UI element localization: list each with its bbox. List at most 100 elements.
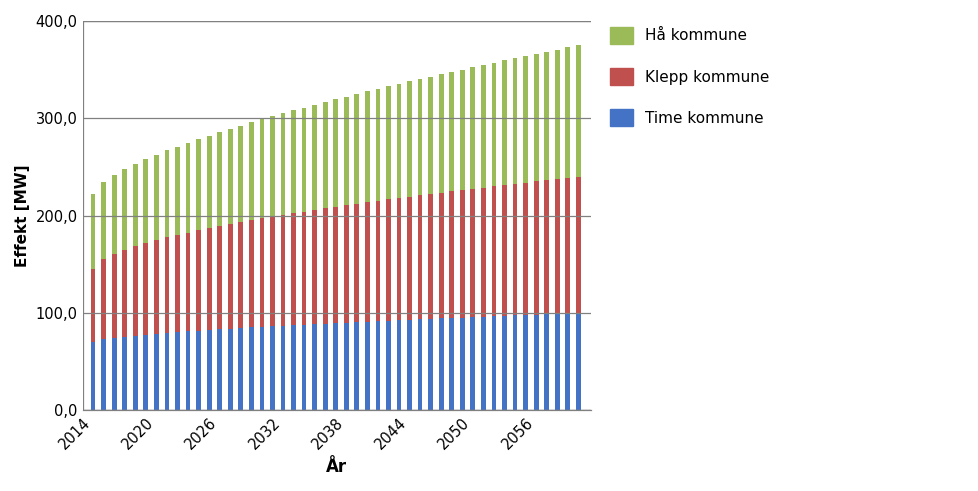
Bar — [290, 325, 295, 410]
Bar — [259, 119, 264, 218]
Bar — [323, 102, 328, 208]
Bar — [281, 215, 285, 326]
Bar — [133, 335, 138, 410]
Bar — [281, 113, 285, 215]
Bar — [512, 184, 517, 315]
Bar — [217, 329, 222, 410]
Bar — [154, 240, 158, 334]
Bar — [460, 318, 465, 410]
Bar — [407, 320, 412, 410]
Bar — [365, 202, 370, 322]
Bar — [480, 317, 485, 410]
Bar — [91, 269, 96, 342]
Bar — [502, 185, 507, 316]
Bar — [438, 74, 443, 192]
Bar — [449, 318, 454, 410]
Bar — [111, 338, 116, 410]
Bar — [407, 82, 412, 197]
Bar — [407, 197, 412, 320]
Bar — [111, 253, 116, 338]
Bar — [144, 159, 148, 243]
Bar — [323, 208, 328, 324]
Bar — [228, 129, 233, 224]
Bar — [164, 333, 169, 410]
Bar — [259, 218, 264, 327]
Bar — [470, 67, 474, 189]
Bar — [427, 319, 432, 410]
Bar — [502, 316, 507, 410]
Bar — [101, 182, 106, 259]
Bar — [575, 45, 580, 177]
Bar — [575, 177, 580, 313]
Bar — [533, 54, 538, 181]
Bar — [312, 210, 317, 324]
Bar — [101, 339, 106, 410]
Bar — [533, 181, 538, 315]
Bar — [228, 224, 233, 328]
Bar — [365, 322, 370, 410]
Bar — [565, 48, 569, 178]
Bar — [491, 316, 496, 410]
Bar — [154, 155, 158, 240]
Bar — [512, 58, 517, 184]
Bar — [248, 220, 253, 327]
Bar — [376, 89, 379, 201]
Bar — [354, 322, 359, 410]
Bar — [354, 204, 359, 322]
Bar — [427, 194, 432, 319]
Bar — [217, 226, 222, 329]
Bar — [217, 132, 222, 226]
Bar — [175, 146, 180, 235]
Bar — [522, 56, 527, 183]
Bar — [144, 243, 148, 334]
Bar — [91, 194, 96, 269]
Bar — [396, 320, 401, 410]
Bar — [196, 330, 200, 410]
Bar — [133, 164, 138, 246]
Bar — [333, 207, 337, 323]
Bar — [206, 136, 211, 228]
Bar — [301, 212, 306, 325]
Bar — [186, 331, 190, 410]
Bar — [470, 189, 474, 317]
Bar — [133, 246, 138, 335]
Bar — [376, 201, 379, 321]
Bar — [385, 86, 390, 199]
Bar — [565, 313, 569, 410]
Bar — [522, 183, 527, 315]
Bar — [228, 328, 233, 410]
Bar — [544, 314, 549, 410]
Bar — [470, 317, 474, 410]
Bar — [354, 94, 359, 204]
Bar — [248, 122, 253, 220]
Bar — [196, 139, 200, 230]
Bar — [301, 108, 306, 212]
Bar — [480, 188, 485, 317]
Bar — [522, 315, 527, 410]
Bar — [248, 327, 253, 410]
Bar — [396, 198, 401, 320]
Bar — [533, 315, 538, 410]
Bar — [186, 143, 190, 233]
Bar — [575, 313, 580, 410]
Bar — [111, 175, 116, 253]
Bar — [164, 151, 169, 237]
Bar — [239, 222, 243, 328]
Bar — [312, 105, 317, 210]
Bar — [544, 52, 549, 180]
Bar — [175, 235, 180, 332]
Bar — [555, 314, 559, 410]
Bar — [427, 77, 432, 194]
Bar — [122, 249, 127, 337]
Bar — [154, 334, 158, 410]
Bar — [186, 233, 190, 331]
Bar — [512, 315, 517, 410]
Bar — [449, 72, 454, 191]
Bar — [460, 190, 465, 318]
Bar — [385, 199, 390, 321]
Legend: Hå kommune, Klepp kommune, Time kommune: Hå kommune, Klepp kommune, Time kommune — [603, 21, 775, 132]
Bar — [491, 186, 496, 316]
Bar — [460, 70, 465, 190]
Bar — [343, 97, 348, 205]
Bar — [555, 50, 559, 179]
